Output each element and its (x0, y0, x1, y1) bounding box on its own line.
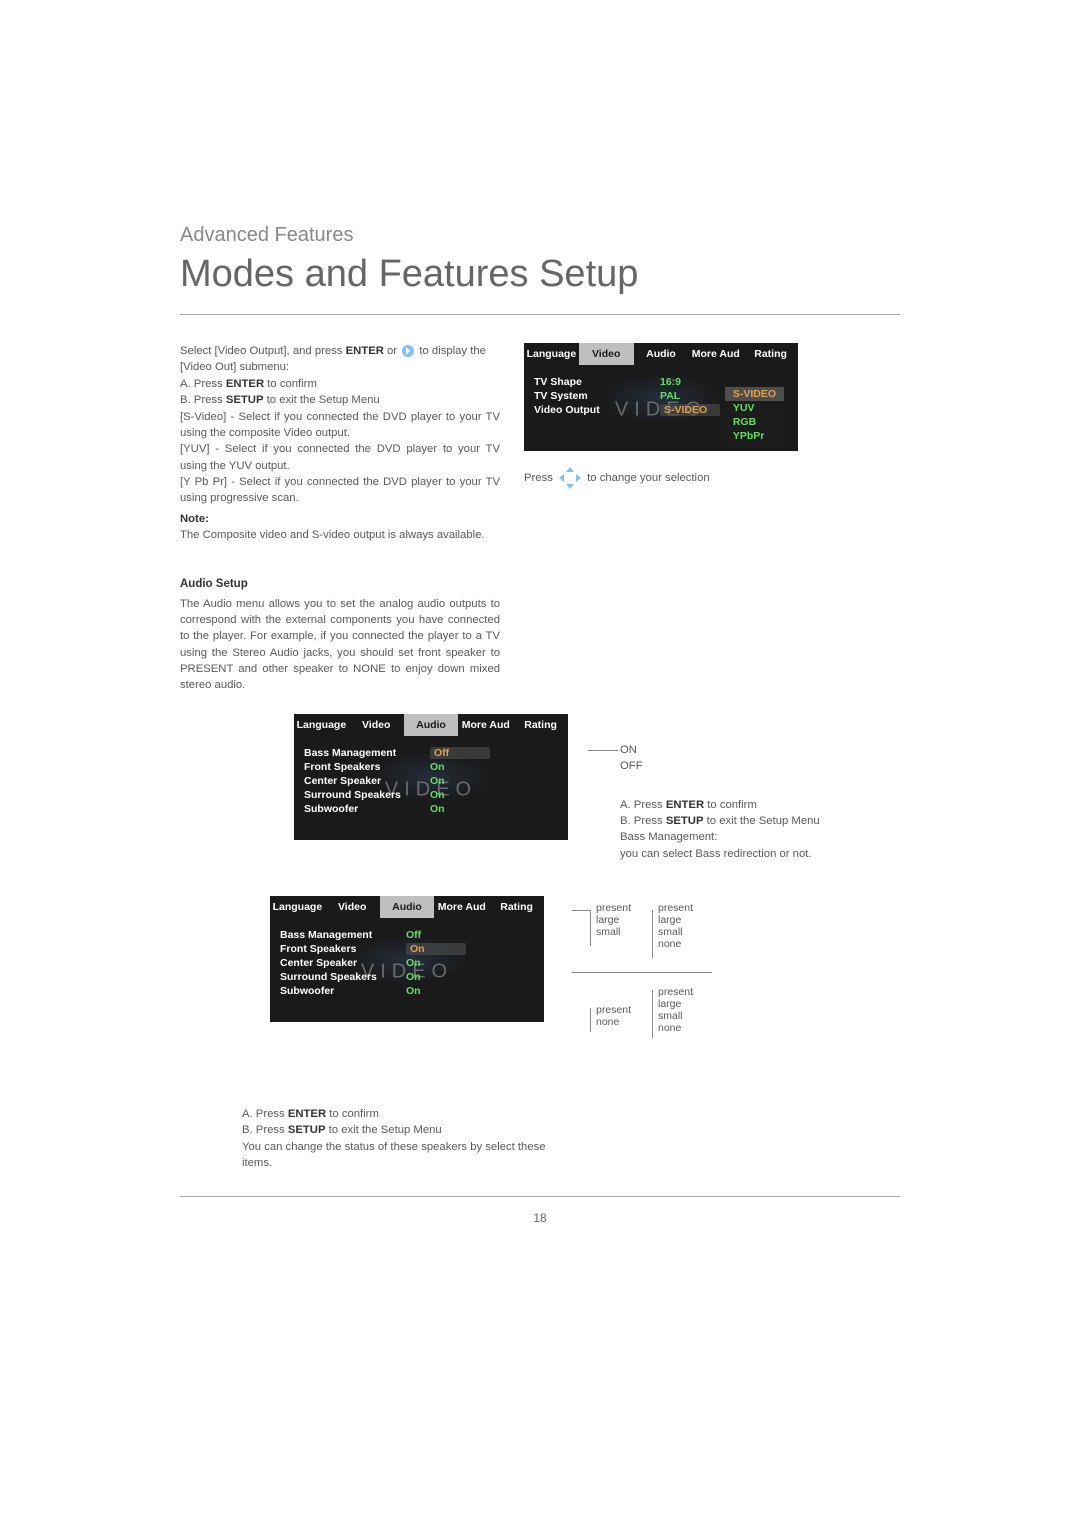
rule-top (180, 314, 900, 315)
audio-setup-heading: Audio Setup (180, 578, 900, 590)
yuv-line: [YUV] - Select if you connected the DVD … (180, 441, 500, 474)
osd-tabs: LanguageVideoAudioMore AudRating (524, 343, 798, 365)
bass-line1: Bass Management: (620, 829, 880, 845)
osd-dropdown-option: YUV (725, 401, 784, 415)
speaker-callouts: present large small present large small … (572, 896, 732, 1096)
breadcrumb: Advanced Features (180, 224, 900, 247)
intro-b: or (384, 345, 400, 357)
osd-audio-bass: LanguageVideoAudioMore AudRating Bass Ma… (294, 714, 568, 840)
confirm-b-pre: B. Press (180, 394, 226, 406)
spk-b-pre: B. Press (242, 1124, 288, 1136)
callout-g1-0: present (596, 902, 631, 914)
enter-key-4: ENTER (288, 1108, 326, 1120)
bass-b-tail: to exit the Setup Menu (704, 815, 820, 827)
osd-item: Center SpeakerOn (270, 956, 544, 970)
osd-item: Front SpeakersOn (270, 942, 544, 956)
osd-tab: Language (270, 896, 325, 918)
osd-tab: Video (349, 714, 404, 736)
osd-item: Bass ManagementOff (270, 928, 544, 942)
osd-tab: Language (524, 343, 579, 365)
confirm-a-tail: to confirm (264, 378, 317, 390)
press-word: Press (524, 472, 553, 484)
osd-items: Bass ManagementOffFront SpeakersOnCenter… (270, 928, 544, 998)
enter-key-2: ENTER (226, 378, 264, 390)
osd-dropdown: S-VIDEOYUVRGBYPbPr (725, 385, 784, 445)
osd-dropdown-option: RGB (725, 415, 784, 429)
bass-a-pre: A. Press (620, 799, 666, 811)
osd-tab: Video (579, 343, 634, 365)
osd-tab: Rating (743, 343, 798, 365)
osd-dropdown-option: S-VIDEO (725, 387, 784, 401)
video-output-text: Select [Video Output], and press ENTER o… (180, 343, 500, 544)
osd-item: Bass ManagementOff (294, 746, 568, 760)
spk-tail: You can change the status of these speak… (242, 1139, 562, 1172)
setup-key-3: SETUP (288, 1124, 326, 1136)
callout-g2-1: large (658, 914, 693, 926)
confirm-b-tail: to exit the Setup Menu (264, 394, 380, 406)
osd-tab: More Aud (434, 896, 489, 918)
spk-a-tail: to confirm (326, 1108, 379, 1120)
callout-g1-1: large (596, 914, 631, 926)
bass-b-pre: B. Press (620, 815, 666, 827)
note-label: Note: (180, 511, 500, 527)
setup-key-1: SETUP (226, 394, 264, 406)
osd-tab: Rating (513, 714, 568, 736)
osd-dropdown-option: YPbPr (725, 429, 784, 443)
osd-item: SubwooferOn (294, 802, 568, 816)
osd-audio-speakers: LanguageVideoAudioMore AudRating Bass Ma… (270, 896, 544, 1022)
page-title: Modes and Features Setup (180, 253, 900, 296)
nav-arrows-icon (559, 467, 581, 489)
osd-tab: Rating (489, 896, 544, 918)
callout-g2-0: present (658, 902, 693, 914)
intro-a: Select [Video Output], and press (180, 345, 346, 357)
osd-items: Bass ManagementOffFront SpeakersOnCenter… (294, 746, 568, 816)
setup-key-2: SETUP (666, 815, 704, 827)
osd-tab: Audio (404, 714, 459, 736)
callout-g3-0: present (596, 1004, 631, 1016)
osd-item: Front SpeakersOn (294, 760, 568, 774)
osd-video-output: LanguageVideoAudioMore AudRating TV Shap… (524, 343, 798, 451)
osd-tab: More Aud (458, 714, 513, 736)
page-number: 18 (180, 1211, 900, 1225)
osd-item: Surround SpeakersOn (294, 788, 568, 802)
right-arrow-icon (402, 345, 414, 357)
osd-item: Surround SpeakersOn (270, 970, 544, 984)
enter-key-3: ENTER (666, 799, 704, 811)
osd-item: SubwooferOn (270, 984, 544, 998)
svideo-line: [S-Video] - Select if you connected the … (180, 409, 500, 442)
osd-tab: More Aud (688, 343, 743, 365)
off-label: OFF (620, 758, 880, 774)
spk-b-tail: to exit the Setup Menu (326, 1124, 442, 1136)
osd-tab: Language (294, 714, 349, 736)
callout-g1-2: small (596, 926, 631, 938)
confirm-a-pre: A. Press (180, 378, 226, 390)
ypbpr-line: [Y Pb Pr] - Select if you connected the … (180, 474, 500, 507)
bass-line2: you can select Bass redirection or not. (620, 846, 880, 862)
audio-setup-body: The Audio menu allows you to set the ana… (180, 596, 500, 694)
osd-tabs: LanguageVideoAudioMore AudRating (294, 714, 568, 736)
callout-g2-2: small (658, 926, 693, 938)
callout-g2-3: none (658, 938, 693, 950)
spk-a-pre: A. Press (242, 1108, 288, 1120)
osd-tabs: LanguageVideoAudioMore AudRating (270, 896, 544, 918)
callout-g4-1: large (658, 998, 693, 1010)
enter-key-1: ENTER (346, 345, 384, 357)
callout-g4-3: none (658, 1022, 693, 1034)
rule-bottom (180, 1196, 900, 1197)
callout-g4-2: small (658, 1010, 693, 1022)
callout-g4-0: present (658, 986, 693, 998)
bass-a-tail: to confirm (704, 799, 757, 811)
callout-g3-1: none (596, 1016, 631, 1028)
on-label: ON (620, 742, 880, 758)
callout-line (588, 750, 618, 751)
osd-tab: Video (325, 896, 380, 918)
press-change: to change your selection (587, 472, 709, 484)
note-body: The Composite video and S-video output i… (180, 527, 500, 543)
osd-tab: Audio (634, 343, 689, 365)
osd-tab: Audio (380, 896, 435, 918)
osd-item: Center SpeakerOn (294, 774, 568, 788)
